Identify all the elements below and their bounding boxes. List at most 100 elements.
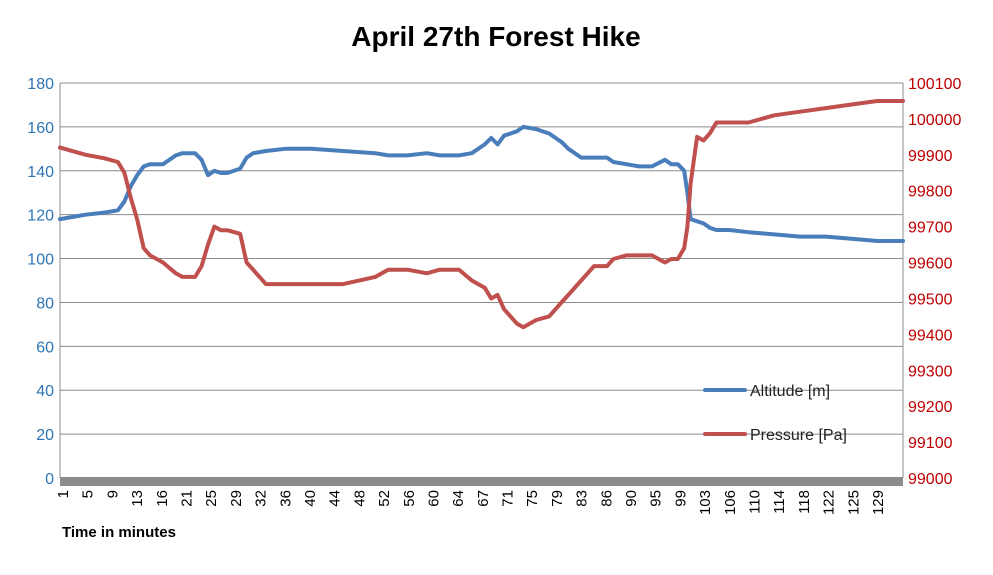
x-tick-label: 125	[845, 490, 862, 515]
chart-title: April 27th Forest Hike	[351, 21, 640, 52]
x-tick: 67	[475, 490, 492, 507]
x-tick-label: 106	[722, 490, 739, 515]
x-tick-label: 16	[154, 490, 171, 507]
x-tick: 21	[178, 490, 195, 507]
x-tick-label: 64	[450, 490, 467, 507]
x-tick: 64	[450, 490, 467, 507]
x-tick-label: 86	[598, 490, 615, 507]
x-tick: 16	[154, 490, 171, 507]
x-tick: 1	[55, 490, 72, 498]
x-tick-label: 75	[524, 490, 541, 507]
legend-label: Pressure [Pa]	[750, 427, 847, 444]
x-tick: 103	[697, 490, 714, 515]
right-tick-label: 99600	[908, 256, 953, 273]
x-tick-label: 25	[203, 490, 220, 507]
x-tick-label: 110	[747, 490, 764, 514]
x-tick: 52	[376, 490, 393, 507]
right-tick-label: 99300	[908, 363, 953, 380]
x-tick-label: 29	[228, 490, 245, 507]
gridlines	[59, 82, 904, 478]
x-tick: 86	[598, 490, 615, 507]
x-tick: 40	[302, 490, 319, 507]
x-tick-label: 48	[351, 490, 368, 507]
x-tick: 36	[277, 490, 294, 507]
right-tick-label: 99800	[908, 184, 953, 201]
x-tick: 106	[722, 490, 739, 515]
left-tick-label: 140	[27, 164, 54, 181]
left-tick-label: 40	[36, 383, 54, 400]
x-tick: 60	[425, 490, 442, 507]
x-tick: 48	[351, 490, 368, 507]
left-axis: 0 20 40 60 80 100 120 140 160 180	[27, 76, 54, 488]
x-tick-label: 9	[104, 490, 121, 498]
x-tick-label: 79	[549, 490, 566, 507]
right-tick-label: 99700	[908, 220, 953, 237]
x-tick-label: 118	[796, 490, 813, 514]
x-tick: 125	[845, 490, 862, 515]
left-tick-label: 60	[36, 339, 54, 356]
x-tick: 29	[228, 490, 245, 507]
x-tick-label: 5	[80, 490, 97, 498]
x-tick-label: 99	[672, 490, 689, 507]
x-tick-label: 67	[475, 490, 492, 507]
x-tick-label: 36	[277, 490, 294, 507]
x-tick-label: 103	[697, 490, 714, 515]
x-tick: 44	[327, 490, 344, 507]
x-tick: 83	[574, 490, 591, 507]
x-tick-label: 60	[425, 490, 442, 507]
pressure-series-line	[58, 99, 905, 330]
x-tick: 110	[747, 490, 764, 514]
x-tick-label: 13	[129, 490, 146, 507]
x-tick: 129	[870, 490, 887, 515]
x-tick: 75	[524, 490, 541, 507]
legend-label: Altitude [m]	[750, 383, 830, 400]
x-tick: 79	[549, 490, 566, 507]
left-tick-label: 80	[36, 295, 54, 312]
x-tick-label: 21	[178, 490, 195, 507]
x-tick-label: 114	[771, 490, 788, 514]
left-tick-label: 20	[36, 427, 54, 444]
left-tick-label: 120	[27, 208, 54, 225]
x-tick: 5	[80, 490, 97, 498]
x-tick: 56	[401, 490, 418, 507]
left-tick-label: 160	[27, 120, 54, 137]
x-tick-label: 71	[500, 490, 517, 507]
x-tick: 114	[771, 490, 788, 514]
x-tick-label: 56	[401, 490, 418, 507]
right-axis: 99000 99100 99200 99300 99400 99500 99600 99700…	[908, 76, 961, 488]
x-tick: 99	[672, 490, 689, 507]
right-tick-label: 99500	[908, 291, 953, 308]
x-tick-label: 32	[253, 490, 270, 507]
x-tick-label: 129	[870, 490, 887, 515]
x-axis-label: Time in minutes	[62, 524, 176, 541]
x-tick: 95	[648, 490, 665, 507]
right-tick-label: 100100	[908, 76, 961, 93]
x-tick-label: 52	[376, 490, 393, 507]
legend: Altitude [m] Pressure [Pa]	[703, 383, 847, 444]
x-tick: 9	[104, 490, 121, 498]
x-tick: 122	[821, 490, 838, 515]
x-axis-band	[60, 477, 903, 486]
altitude-series-line	[58, 124, 905, 243]
x-tick-label: 95	[648, 490, 665, 507]
series-lines	[58, 99, 905, 330]
right-tick-label: 99200	[908, 399, 953, 416]
x-tick: 118	[796, 490, 813, 514]
x-tick-label: 122	[821, 490, 838, 515]
x-tick-label: 1	[55, 490, 72, 498]
left-tick-label: 0	[45, 471, 54, 488]
left-tick-label: 180	[27, 76, 54, 93]
x-tick: 13	[129, 490, 146, 507]
right-tick-label: 100000	[908, 112, 961, 129]
right-tick-label: 99400	[908, 327, 953, 344]
x-tick-label: 90	[623, 490, 640, 507]
x-axis: 1 5 9 13 16 21 25 29 32 36 40 44 48 52 56 60 64 67 71 75 79 8…	[55, 477, 903, 515]
x-tick-label: 83	[574, 490, 591, 507]
x-tick: 25	[203, 490, 220, 507]
x-tick: 71	[500, 490, 517, 507]
x-tick-label: 40	[302, 490, 319, 507]
x-tick-label: 44	[327, 490, 344, 507]
right-tick-label: 99100	[908, 435, 953, 452]
right-tick-label: 99900	[908, 148, 953, 165]
